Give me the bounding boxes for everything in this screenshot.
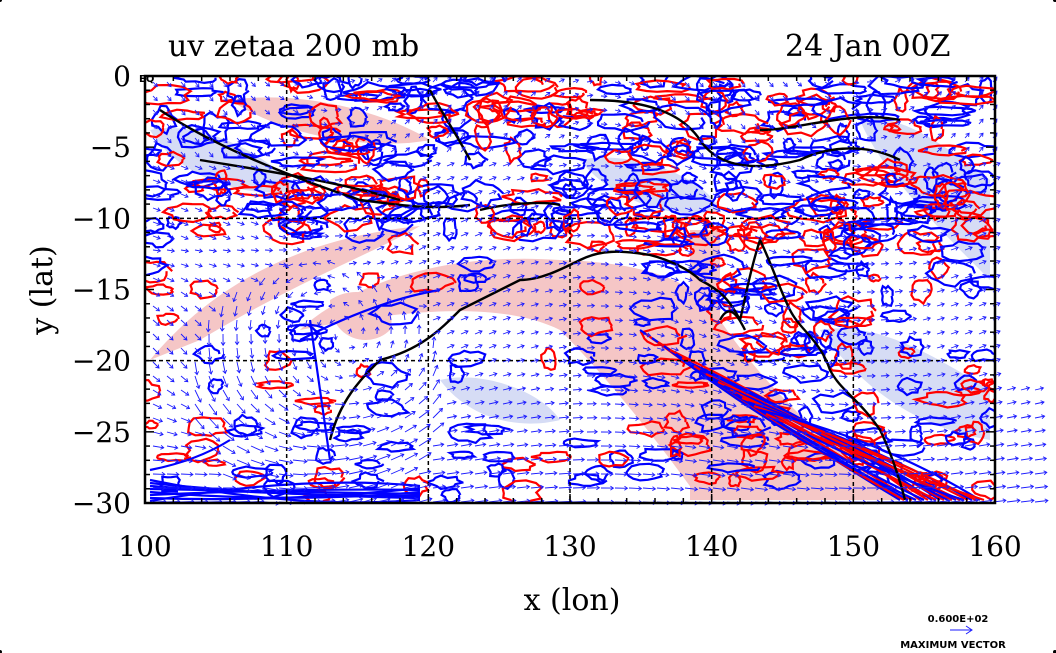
corner-label: EQ [139, 74, 154, 85]
contour-lines [145, 76, 995, 503]
reference-vector-caption: MAXIMUM VECTOR [900, 640, 1006, 651]
x-tick-label: 120 [402, 530, 455, 563]
y-tick-label: −5 [90, 131, 131, 164]
chart-title: uv zetaa 200 mb [168, 29, 419, 64]
y-tick-label: −20 [72, 345, 131, 378]
y-tick-label: 0 [113, 60, 131, 93]
x-tick-label: 140 [685, 530, 738, 563]
x-tick-label: 160 [968, 530, 1021, 563]
x-tick-label: 110 [260, 530, 313, 563]
grid-lines [145, 76, 995, 503]
reference-vector: 0.600E+02 MAXIMUM VECTOR [900, 614, 1006, 651]
coastline [159, 89, 907, 501]
x-tick-label: 130 [543, 530, 596, 563]
y-tick-labels: 0 −5 −10 −15 −20 −25 −30 [72, 60, 131, 520]
frame-ticks [144, 75, 996, 504]
y-tick-label: −30 [72, 487, 131, 520]
y-axis-label: y (lat) [25, 245, 60, 335]
x-axis-label: x (lon) [524, 583, 621, 618]
y-tick-label: −10 [72, 202, 131, 235]
y-tick-label: −25 [72, 416, 131, 449]
x-tick-label: 150 [827, 530, 880, 563]
chart-time-label: 24 Jan 00Z [785, 29, 951, 64]
reference-vector-value: 0.600E+02 [928, 614, 989, 625]
x-tick-labels: 100 110 120 130 140 150 160 [118, 530, 1021, 563]
wind-vectors [152, 76, 1049, 506]
x-tick-label: 100 [118, 530, 171, 563]
y-tick-label: −15 [72, 274, 131, 307]
